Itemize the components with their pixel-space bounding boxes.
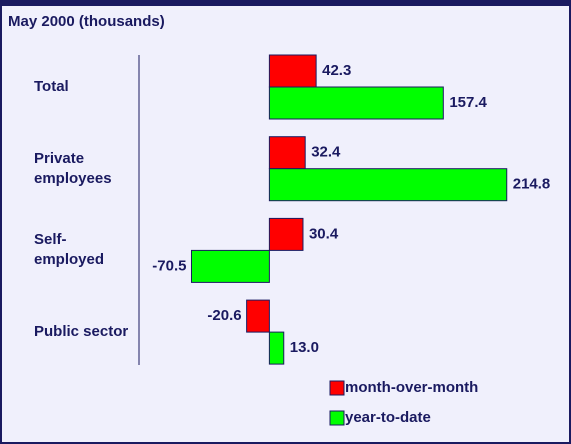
value-label: 30.4 <box>309 225 339 242</box>
value-label: -20.6 <box>207 307 241 324</box>
legend-swatch <box>329 410 345 426</box>
value-label: 157.4 <box>449 94 487 111</box>
bar <box>268 136 306 170</box>
top-band <box>0 0 571 6</box>
legend-label: year-to-date <box>345 409 431 426</box>
bar <box>246 299 270 333</box>
bar <box>190 249 270 283</box>
bar <box>268 54 317 88</box>
value-label: 13.0 <box>290 339 319 356</box>
legend-swatch <box>329 380 345 396</box>
subtitle: May 2000 (thousands) <box>8 13 165 30</box>
category-label: Public sector <box>34 323 129 341</box>
bar <box>268 331 285 365</box>
bar <box>268 86 444 120</box>
category-label: Private employees <box>34 149 112 187</box>
value-label: -70.5 <box>152 257 186 274</box>
bar <box>268 168 508 202</box>
bar <box>268 217 304 251</box>
legend-label: month-over-month <box>345 379 478 396</box>
category-label: Total <box>34 78 69 95</box>
value-label: 32.4 <box>311 144 341 161</box>
value-label: 42.3 <box>322 62 351 79</box>
value-label: 214.8 <box>513 176 551 193</box>
category-label: Self-employed <box>34 231 105 269</box>
